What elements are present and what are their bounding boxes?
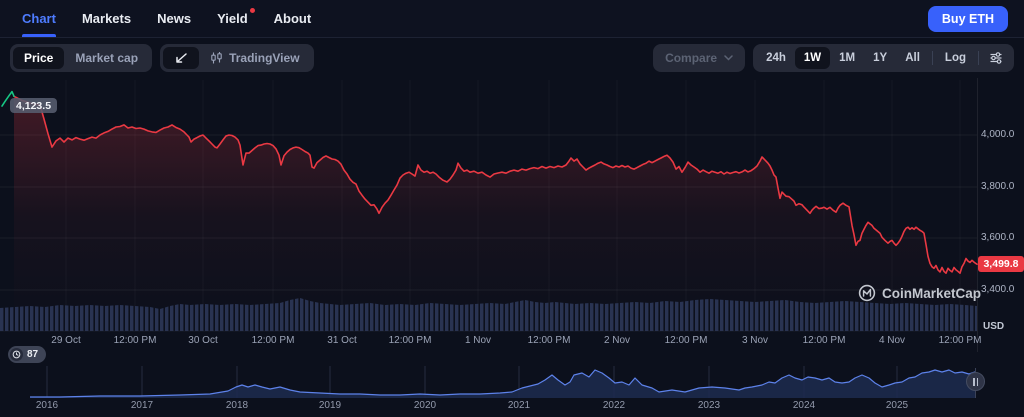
range-all-button[interactable]: All — [896, 47, 929, 69]
tab-news-label: News — [157, 11, 192, 26]
range-1y-button[interactable]: 1Y — [864, 47, 896, 69]
tradingview-button[interactable]: TradingView — [199, 47, 310, 69]
tab-markets-label: Markets — [81, 11, 132, 26]
nav-tabs: Chart Markets News Yield About — [0, 0, 337, 37]
price-toggle-button[interactable]: Price — [13, 47, 65, 69]
price-marketcap-toggle: Price Market cap — [10, 44, 153, 72]
range-24h-button[interactable]: 24h — [757, 47, 795, 69]
chart-toolbar: Price Market cap TradingView Compare 24h — [0, 39, 1024, 77]
chart-settings-button[interactable] — [982, 47, 1010, 69]
compare-label: Compare — [665, 51, 718, 65]
tradingview-label: TradingView — [229, 51, 300, 65]
tab-markets[interactable]: Markets — [82, 0, 131, 37]
tab-news[interactable]: News — [157, 0, 191, 37]
range-selector: 24h 1W 1M 1Y All Log — [753, 44, 1014, 72]
tab-chart[interactable]: Chart — [22, 0, 56, 37]
line-chart-icon — [176, 53, 187, 63]
minimap-range-handle[interactable] — [966, 372, 985, 391]
range-1w-button[interactable]: 1W — [794, 47, 831, 69]
top-nav: Chart Markets News Yield About Buy ETH — [0, 0, 1024, 38]
chart-type-toggle: TradingView — [160, 44, 314, 72]
tab-yield-label: Yield — [217, 11, 248, 26]
buy-eth-button[interactable]: Buy ETH — [927, 6, 1008, 32]
log-scale-button[interactable]: Log — [936, 47, 975, 69]
candlestick-icon — [211, 52, 222, 64]
toolbar-separator — [931, 51, 933, 65]
yield-notification-dot — [249, 8, 255, 13]
tab-about[interactable]: About — [274, 0, 312, 37]
compare-button[interactable]: Compare — [653, 44, 746, 72]
marketcap-toggle-button[interactable]: Market cap — [64, 47, 149, 69]
chevron-down-icon — [724, 55, 733, 61]
tab-chart-label: Chart — [22, 11, 56, 26]
toolbar-separator — [978, 51, 979, 65]
sliders-icon — [990, 52, 1002, 64]
range-1m-button[interactable]: 1M — [830, 47, 864, 69]
line-chart-type-button[interactable] — [163, 47, 200, 69]
tab-about-label: About — [273, 11, 312, 26]
tab-yield[interactable]: Yield — [217, 0, 255, 37]
